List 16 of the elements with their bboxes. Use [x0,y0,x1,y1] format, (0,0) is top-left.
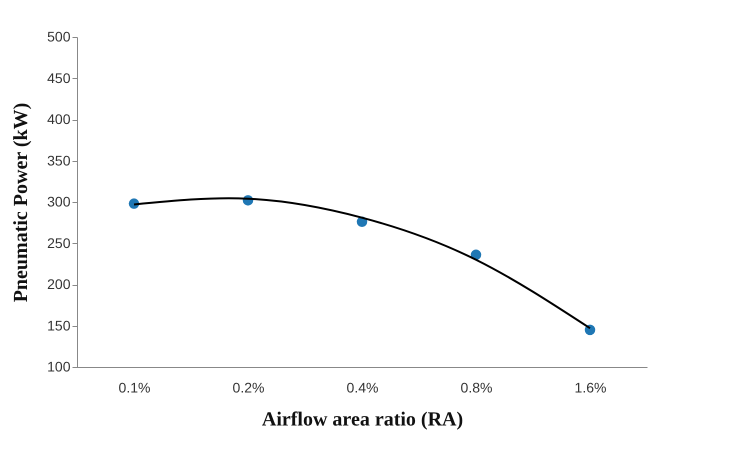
x-axis-title: Airflow area ratio (RA) [262,408,464,430]
y-tick-label: 150 [47,317,71,334]
y-tick-label: 250 [47,234,71,251]
y-tick-label: 350 [47,152,71,168]
y-tick-label: 400 [47,111,71,127]
y-tick-label: 300 [47,194,71,210]
y-tick-label: 200 [47,276,71,292]
x-tick-label: 0.2% [232,380,264,396]
x-tick-label: 0.4% [346,380,378,396]
x-tick-label: 1.6% [574,380,606,396]
y-axis-title: Pneumatic Power (kW) [10,102,32,302]
y-tick-label: 450 [47,70,71,86]
x-tick-label: 0.1% [118,380,150,396]
y-tick-label: 500 [47,28,71,44]
x-tick-label: 0.8% [460,380,492,396]
y-tick-label: 100 [47,358,71,374]
